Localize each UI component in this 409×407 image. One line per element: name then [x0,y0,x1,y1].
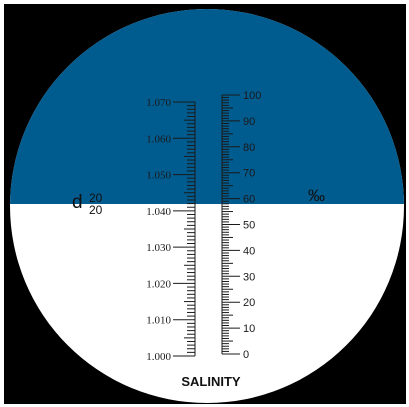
sg-tick-label: 1.000 [146,351,171,363]
sg-tick-label: 1.040 [146,206,171,218]
specific-gravity-temp-top: 20 [89,191,103,205]
salinity-tick-label: 90 [243,116,255,128]
salinity-tick-label: 30 [243,271,255,283]
salinity-tick-label: 100 [243,90,261,102]
salinity-tick-label: 10 [243,323,255,335]
salinity-unit: ‰ [308,186,325,205]
salinity-tick-label: 50 [243,220,255,232]
sg-tick-label: 1.070 [146,97,171,109]
specific-gravity-symbol: d [72,192,83,213]
salinity-tick-label: 40 [243,245,255,257]
sg-tick-label: 1.060 [146,133,171,145]
sg-tick-label: 1.050 [146,170,171,182]
salinity-tick-label: 70 [243,168,255,180]
salinity-tick-label: 80 [243,142,255,154]
salinity-title: SALINITY [181,374,241,389]
sg-tick-label: 1.010 [146,315,171,327]
salinity-tick-label: 20 [243,297,255,309]
specific-gravity-temp-bottom: 20 [89,203,103,217]
specific-gravity-scale: 1.070 1.060 1.050 1.040 1.030 1.020 1.010 1.000 [146,97,196,363]
sg-tick-label: 1.020 [146,278,171,290]
salinity-tick-label: 0 [243,349,249,361]
sg-tick-label: 1.030 [146,242,171,254]
salinity-tick-label: 60 [243,194,255,206]
